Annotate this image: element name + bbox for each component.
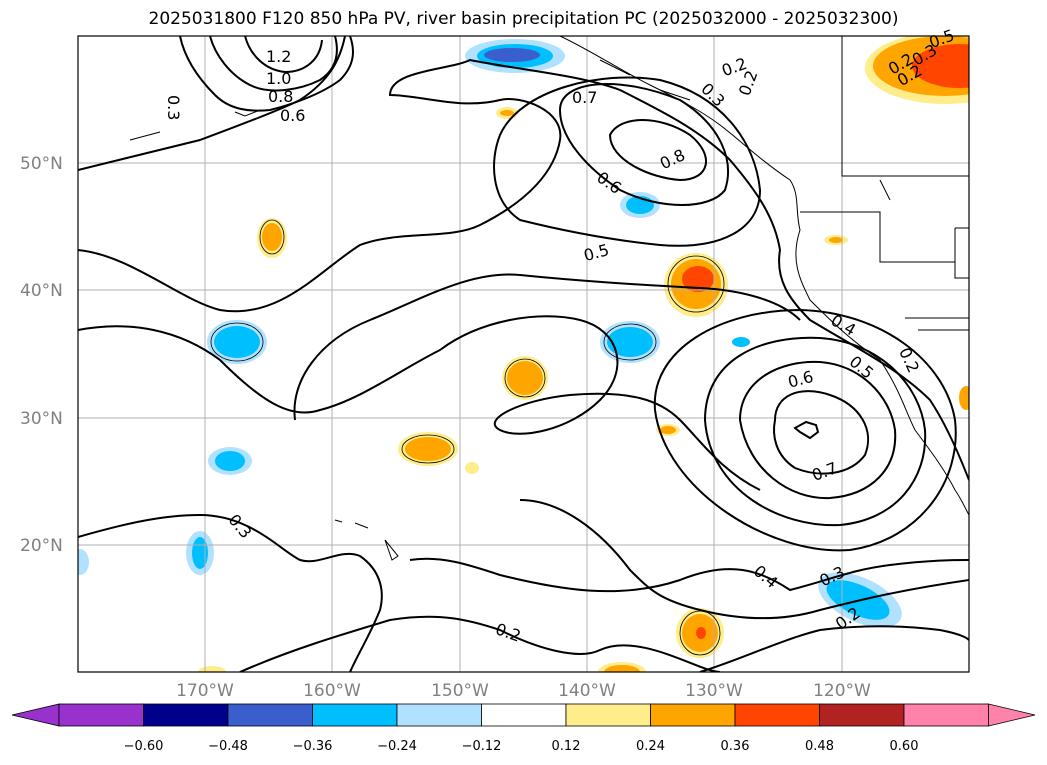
lon-label: 160°W xyxy=(303,681,361,701)
contour-label: 1.0 xyxy=(266,69,291,88)
contour-line xyxy=(699,625,969,672)
contour-line xyxy=(558,83,729,206)
colorbar-tick-label: 0.36 xyxy=(721,739,750,754)
contour-label: 0.7 xyxy=(572,88,597,107)
contour-line xyxy=(78,513,383,672)
lat-label: 30°N xyxy=(20,409,63,429)
colorbar-extend-low xyxy=(11,703,60,727)
contour-line xyxy=(493,76,762,247)
lon-label: 140°W xyxy=(558,681,616,701)
negative-anomaly-patch xyxy=(192,537,208,569)
colorbar-bin xyxy=(143,703,229,727)
colorbar-bin xyxy=(565,703,651,727)
lat-label: 20°N xyxy=(20,536,63,556)
positive-anomaly-patch xyxy=(507,361,543,395)
contour-label: 1.2 xyxy=(266,47,291,66)
contour-line xyxy=(608,119,707,182)
positive-anomaly-patch xyxy=(959,386,969,410)
colorbar-tick-label: −0.48 xyxy=(208,739,248,754)
colorbar-tick-label: −0.24 xyxy=(377,739,417,754)
colorbar-bin xyxy=(734,703,820,727)
colorbar-bin xyxy=(312,703,398,727)
lon-label: 170°W xyxy=(176,681,234,701)
colorbar-bin xyxy=(819,703,905,727)
positive-anomaly-patch xyxy=(696,627,706,639)
positive-anomaly-patch xyxy=(262,223,282,251)
positive-anomaly-patch xyxy=(912,44,969,88)
negative-anomaly-patch xyxy=(214,326,260,358)
colorbar-bin xyxy=(903,703,989,727)
contour-line xyxy=(793,420,820,440)
negative-anomaly-patch xyxy=(732,337,750,347)
colorbar-tick-label: 0.60 xyxy=(890,739,919,754)
colorbar-bin xyxy=(650,703,736,727)
colorbar-tick-label: −0.12 xyxy=(462,739,502,754)
contour-line xyxy=(244,36,323,74)
colorbar-bin xyxy=(396,703,482,727)
colorbar-extend-high xyxy=(988,703,1036,727)
negative-anomaly-patch xyxy=(484,48,540,62)
contour-label: 0.3 xyxy=(164,95,183,120)
negative-anomaly-patch xyxy=(607,327,653,357)
map-title: 2025031800 F120 850 hPa PV, river basin … xyxy=(148,9,899,29)
positive-anomaly-patch xyxy=(604,665,640,672)
colorbar-bin xyxy=(481,703,567,727)
precip-outlines xyxy=(210,219,725,656)
lon-label: 130°W xyxy=(685,681,743,701)
graticule xyxy=(78,36,969,672)
colorbar-tick-label: −0.60 xyxy=(124,739,164,754)
contour-line xyxy=(409,557,969,593)
colorbar-tick-label: 0.24 xyxy=(636,739,665,754)
negative-anomaly-patch xyxy=(78,549,89,575)
precip-shading xyxy=(78,36,969,672)
contour-line xyxy=(519,499,969,620)
contour-label: 0.6 xyxy=(280,106,305,125)
contour-line xyxy=(179,36,354,112)
lat-label: 40°N xyxy=(20,281,63,301)
contour-label: 0.8 xyxy=(268,87,293,106)
negative-anomaly-patch xyxy=(215,451,245,471)
pv-contours xyxy=(78,36,969,672)
colorbar-bin xyxy=(227,703,313,727)
positive-anomaly-patch xyxy=(405,437,451,461)
contour-line xyxy=(78,315,761,491)
contour-line xyxy=(239,615,721,672)
colorbar-tick-label: 0.12 xyxy=(552,739,581,754)
contour-line xyxy=(209,36,338,92)
positive-anomaly-patch xyxy=(465,462,479,474)
lon-label: 150°W xyxy=(431,681,489,701)
colorbar: −0.60 −0.48 −0.36 −0.24 −0.12 0.12 0.24 … xyxy=(11,703,1036,754)
longitude-labels: 170°W 160°W 150°W 140°W 130°W 120°W xyxy=(176,681,871,701)
contour-line xyxy=(738,360,897,500)
map-frame xyxy=(77,35,970,673)
contour-line xyxy=(773,390,870,475)
positive-anomaly-patch xyxy=(682,266,714,292)
contour-line xyxy=(653,308,957,552)
colorbar-bin xyxy=(58,703,144,727)
positive-anomaly-patch xyxy=(660,426,676,434)
latitude-labels: 50°N 40°N 30°N 20°N xyxy=(20,154,63,556)
positive-anomaly-patch xyxy=(500,110,514,116)
lat-label: 50°N xyxy=(20,154,63,174)
positive-anomaly-patch xyxy=(829,237,843,243)
contour-line xyxy=(703,336,927,527)
colorbar-tick-label: −0.36 xyxy=(293,739,333,754)
lon-label: 120°W xyxy=(813,681,871,701)
colorbar-tick-label: 0.48 xyxy=(805,739,834,754)
